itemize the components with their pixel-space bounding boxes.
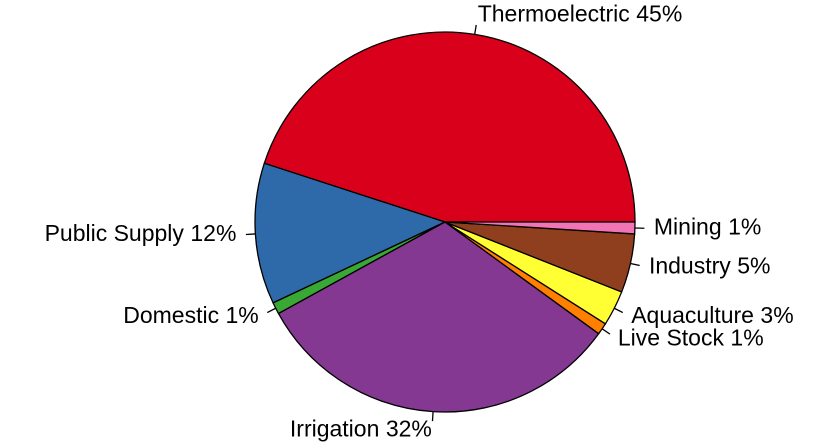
slice-label: Aquaculture 3%: [631, 302, 793, 328]
label-tick: [601, 328, 611, 335]
category-name: Live Stock: [618, 325, 725, 351]
pie-slice: [254, 162, 447, 304]
label-tick: [431, 411, 434, 422]
label-tick: [474, 24, 477, 35]
category-name: Thermoelectric: [478, 1, 630, 27]
slice-label: Industry 5%: [649, 253, 771, 279]
category-name: Industry: [649, 253, 731, 279]
label-tick: [245, 233, 256, 236]
slice-label: Irrigation 32%: [290, 416, 432, 442]
percent-label: 1%: [728, 214, 761, 240]
category-name: Public Supply: [45, 220, 185, 246]
percent-label: 12%: [190, 220, 236, 246]
pie-slice: [263, 31, 636, 223]
label-tick: [613, 307, 624, 314]
percent-label: 5%: [737, 253, 770, 279]
percent-label: 32%: [386, 416, 432, 442]
category-name: Mining: [654, 214, 722, 240]
slice-label: Domestic 1%: [123, 302, 259, 328]
category-name: Irrigation: [290, 416, 379, 442]
slice-label: Public Supply 12%: [45, 220, 237, 246]
label-tick: [630, 262, 640, 267]
percent-label: 3%: [760, 302, 793, 328]
percent-label: 1%: [730, 325, 763, 351]
percent-label: 45%: [636, 1, 682, 27]
pie-slice: [444, 221, 636, 235]
category-name: Aquaculture: [631, 302, 754, 328]
percent-label: 1%: [226, 302, 259, 328]
slice-label: Thermoelectric 45%: [478, 1, 683, 27]
label-tick: [266, 307, 277, 314]
category-name: Domestic: [123, 302, 219, 328]
slice-label: Live Stock 1%: [618, 325, 764, 351]
pie-slice: [277, 221, 600, 413]
slice-label: Mining 1%: [654, 214, 761, 240]
